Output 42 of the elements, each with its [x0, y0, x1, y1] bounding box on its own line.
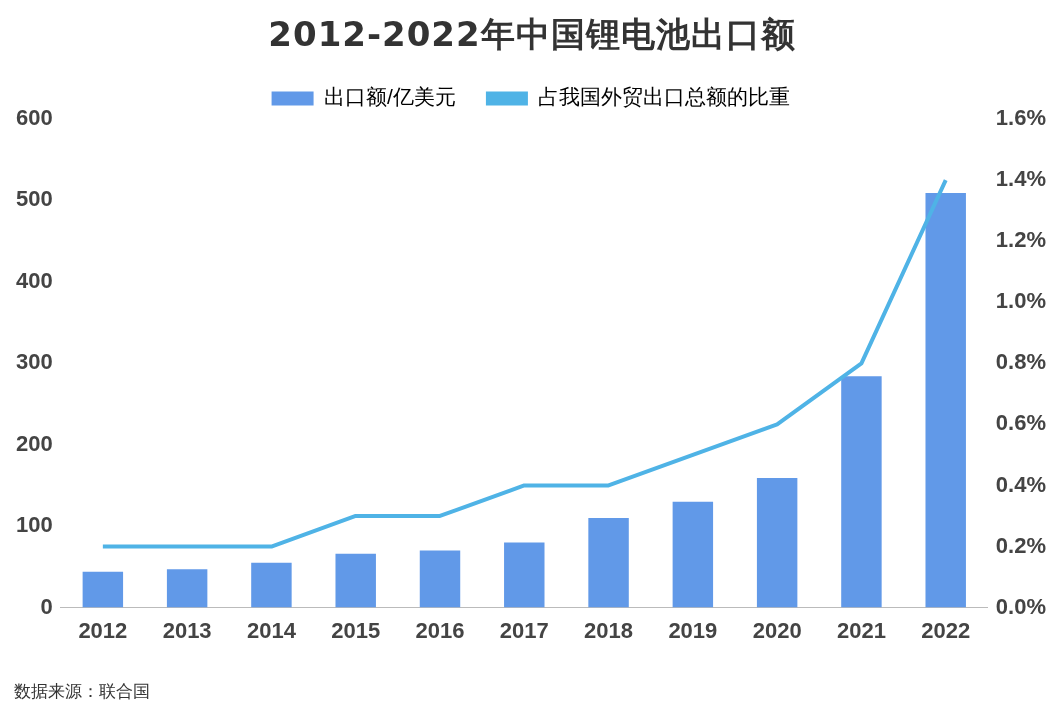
bar — [588, 518, 629, 608]
bar — [756, 478, 798, 608]
bar — [251, 562, 292, 608]
bar — [925, 193, 966, 608]
y-tick-label: 600 — [15, 105, 53, 131]
x-tick-label: 2018 — [584, 617, 634, 643]
bar — [672, 501, 714, 608]
y-tick-label: 300 — [15, 349, 53, 375]
chart-title: 2012-2022年中国锂电池出口额 — [267, 13, 797, 56]
y-tick-label: 100 — [15, 512, 53, 538]
source-note: 数据来源：联合国 — [14, 680, 150, 703]
y2-tick-label: 0.8% — [995, 349, 1047, 375]
bar — [82, 571, 124, 608]
x-tick-label: 2020 — [752, 617, 802, 643]
bar — [166, 569, 208, 608]
y2-tick-label: 1.4% — [995, 166, 1047, 192]
x-tick-label: 2016 — [415, 617, 465, 643]
y-tick-label: 400 — [15, 267, 53, 293]
y2-tick-label: 0.0% — [995, 593, 1047, 619]
y2-tick-label: 0.4% — [995, 471, 1047, 497]
bar — [419, 550, 461, 608]
x-tick-label: 2021 — [836, 617, 886, 643]
y-tick-label: 200 — [15, 430, 53, 456]
x-tick-label: 2019 — [668, 617, 718, 643]
x-tick-label: 2015 — [331, 617, 381, 643]
x-tick-label: 2013 — [162, 617, 212, 643]
bar — [335, 553, 376, 608]
y2-tick-label: 0.6% — [995, 410, 1047, 436]
y-tick-label: 500 — [15, 186, 53, 212]
y2-tick-label: 0.2% — [995, 532, 1047, 558]
bar — [841, 376, 882, 608]
x-tick-label: 2012 — [78, 617, 128, 643]
bar — [504, 542, 545, 608]
legend-label: 占我国外贸出口总额的比重 — [538, 85, 791, 109]
y2-tick-label: 1.2% — [995, 227, 1047, 253]
x-tick-label: 2014 — [246, 617, 297, 643]
x-tick-label: 2022 — [921, 617, 971, 643]
y-tick-label: 0 — [40, 593, 53, 619]
y2-tick-label: 1.6% — [995, 105, 1047, 131]
x-tick-label: 2017 — [499, 617, 549, 643]
y2-tick-label: 1.0% — [995, 288, 1047, 314]
legend-label: 出口额/亿美元 — [324, 85, 456, 109]
